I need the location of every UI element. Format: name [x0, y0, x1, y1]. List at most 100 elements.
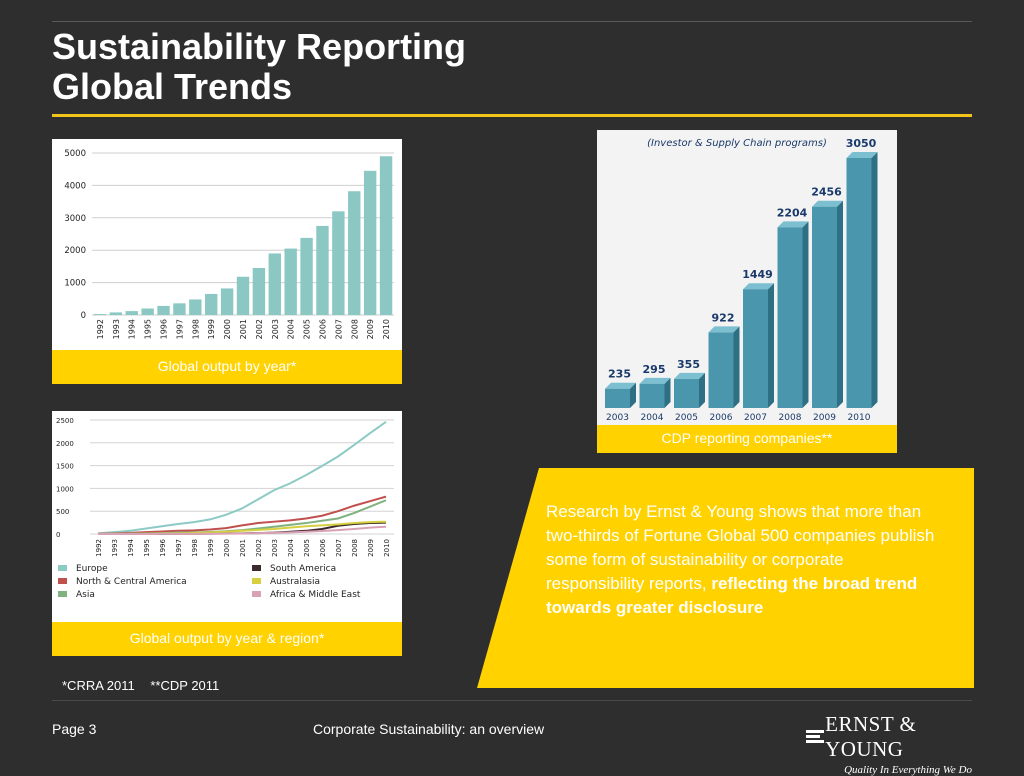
x-tick-label: 2009 — [813, 413, 836, 423]
y-tick-label: 5000 — [64, 149, 86, 159]
legend-swatch — [58, 578, 67, 584]
bar-side — [664, 377, 671, 408]
regional-output-line-chart-svg: 0 500 1000 1500 2000 2500 1992 1993 1994 1995 1996… — [56, 417, 394, 600]
page-title-line-2: Global Trends — [52, 66, 293, 107]
research-callout-box — [477, 468, 974, 688]
cdp-bar-chart: (Investor & Supply Chain programs) 235 200… — [597, 130, 897, 425]
bar-side — [871, 152, 878, 408]
x-tick-label: 2000 — [223, 539, 231, 557]
data-label: 2456 — [811, 186, 842, 199]
series-line — [97, 495, 387, 535]
bar — [812, 206, 837, 408]
legend-label: Africa & Middle East — [270, 590, 361, 600]
x-tick-label: 2000 — [223, 319, 232, 339]
y-tick-label: 1000 — [56, 485, 74, 493]
bar-top — [812, 200, 843, 207]
y-tick-label: 2000 — [56, 440, 74, 448]
bar — [639, 383, 665, 408]
footer-title: Corporate Sustainability: an overview — [313, 721, 545, 737]
ey-tagline: Quality In Everything We Do — [844, 764, 972, 776]
bar — [379, 156, 393, 315]
ernst-young-logo: ERNST & YOUNG Quality In Everything We D… — [806, 712, 972, 776]
bar-side — [768, 283, 774, 408]
x-tick-label: 1999 — [207, 539, 215, 557]
y-tick-label: 2500 — [56, 417, 74, 425]
footnotes: *CRRA 2011 **CDP 2011 — [62, 678, 231, 693]
bar — [236, 276, 250, 315]
x-tick-label: 1998 — [191, 319, 200, 339]
x-tick-label: 2009 — [366, 319, 375, 339]
x-tick-label: 2006 — [710, 413, 733, 423]
x-tick-label: 1994 — [128, 319, 137, 339]
y-tick-label: 4000 — [64, 181, 86, 191]
bar-top — [674, 372, 705, 379]
research-callout-text: Research by Ernst & Young shows that mor… — [546, 500, 946, 620]
bar-side — [837, 200, 843, 408]
x-tick-label: 2006 — [318, 319, 327, 339]
series-line — [97, 421, 387, 535]
x-tick-label: 2004 — [287, 319, 296, 339]
x-tick-label: 2002 — [255, 319, 264, 339]
legend-label: Australasia — [270, 577, 320, 587]
x-tick-label: 1995 — [143, 539, 151, 557]
global-output-bar-chart-svg: 0 1000 2000 3000 4000 5000 1992 1993 1994 1995 199… — [64, 149, 394, 339]
x-tick-label: 1996 — [159, 538, 167, 556]
legend-label: Asia — [76, 590, 95, 600]
bar — [141, 308, 154, 315]
x-tick-label: 2005 — [303, 319, 312, 339]
bar — [777, 227, 803, 408]
legend-swatch — [58, 591, 67, 597]
x-tick-label: 2005 — [303, 539, 311, 557]
bar-side — [630, 382, 636, 408]
x-tick-label: 2007 — [335, 539, 343, 557]
bar — [316, 225, 329, 315]
x-tick-label: 1994 — [127, 538, 135, 556]
x-tick-label: 2010 — [382, 319, 391, 339]
footnote-crra: *CRRA 2011 — [62, 678, 135, 693]
bar — [93, 314, 107, 315]
bar — [157, 305, 170, 315]
bar — [300, 237, 313, 315]
x-tick-label: 2003 — [606, 413, 629, 423]
bar — [252, 268, 266, 315]
legend-swatch — [58, 565, 67, 571]
bar-top — [777, 221, 809, 228]
research-body: Research by Ernst & Young shows that mor… — [546, 502, 935, 593]
legend-label: South America — [270, 564, 336, 574]
x-tick-label: 2002 — [255, 539, 263, 557]
page-number: Page 3 — [52, 721, 97, 737]
x-tick-label: 2008 — [351, 539, 359, 557]
legend-swatch — [252, 591, 261, 597]
x-tick-label: 2009 — [367, 539, 375, 557]
y-tick-label: 0 — [56, 531, 60, 539]
cdp-bar-chart-svg: (Investor & Supply Chain programs) 235 200… — [605, 137, 878, 423]
bar-side — [802, 221, 809, 408]
bar — [348, 191, 361, 315]
bar — [363, 170, 377, 315]
x-tick-label: 2005 — [675, 413, 698, 423]
bar-side — [733, 326, 740, 408]
chart-subtitle: (Investor & Supply Chain programs) — [647, 138, 827, 149]
bar-top — [846, 152, 878, 158]
y-tick-label: 2000 — [64, 246, 86, 256]
y-tick-label: 3000 — [64, 214, 86, 224]
page-title-line-1: Sustainability Reporting — [52, 26, 467, 67]
bar — [743, 289, 768, 408]
research-emphasis: reflecting the broad trend towards great… — [546, 574, 918, 617]
x-tick-label: 2003 — [271, 319, 280, 339]
bar — [846, 158, 872, 408]
x-tick-label: 1998 — [191, 539, 199, 557]
x-tick-label: 1996 — [160, 319, 169, 339]
bar — [268, 253, 281, 315]
x-tick-label: 2008 — [350, 319, 359, 339]
x-tick-label: 1992 — [96, 319, 105, 339]
data-label: 295 — [643, 363, 666, 376]
x-tick-label: 1993 — [111, 539, 119, 557]
series-line — [98, 525, 387, 535]
x-tick-label: 2010 — [383, 539, 391, 557]
bar-top — [743, 283, 774, 290]
page-title: Sustainability Reporting Global Trends — [52, 27, 466, 107]
cdp-caption: CDP reporting companies** — [597, 425, 897, 453]
global-output-bar-chart: 0 1000 2000 3000 4000 5000 1992 1993 1994 1995 199… — [52, 139, 402, 350]
bar — [125, 311, 138, 315]
